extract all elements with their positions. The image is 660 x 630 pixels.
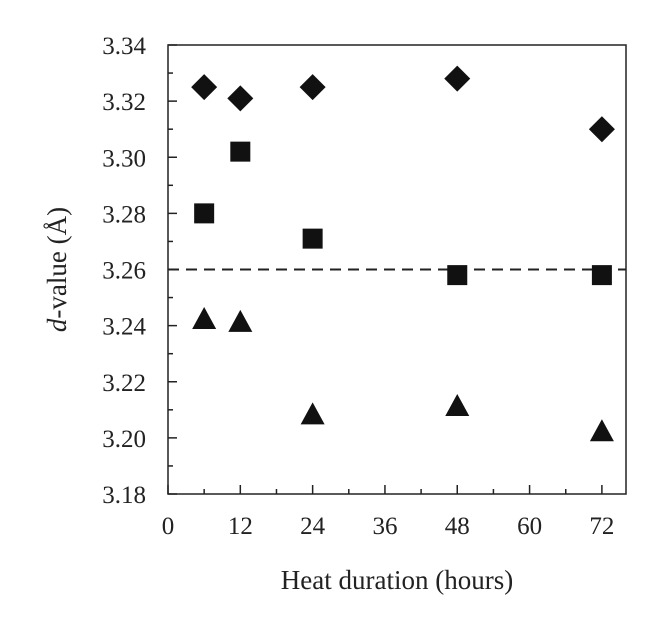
plot-frame [167,44,627,495]
triangle-point [589,419,614,442]
diamond-point [444,65,471,92]
y-axis-title-rest: -value (Å) [42,207,72,319]
triangle-point [192,307,217,330]
x-tick-label: 48 [445,513,470,540]
diamond-point [227,85,254,112]
square-point [230,141,251,162]
triangle-point [228,309,253,332]
x-tick-label: 0 [162,513,175,540]
data-marks [191,65,615,442]
y-axis-title: d-value (Å) [42,207,72,332]
triangle-point [300,402,325,425]
y-tick-label: 3.22 [102,370,146,397]
diamond-point [191,74,218,101]
square-point [302,228,323,249]
y-tick-label: 3.30 [102,145,146,172]
diamond-point [588,116,615,143]
x-tick-label: 36 [372,513,397,540]
axes [167,44,627,495]
y-axis-title-italic: d [42,318,72,332]
triangle-point [445,394,470,417]
y-tick-label: 3.24 [102,314,146,341]
square-point [591,265,612,286]
y-tick-label: 3.26 [102,258,146,285]
x-axis-title: Heat duration (hours) [281,565,513,595]
y-tick-label: 3.32 [102,89,146,116]
x-tick-label: 24 [300,513,326,540]
y-tick-label: 3.18 [102,482,146,509]
square-point [447,265,468,286]
x-tick-label: 12 [228,513,253,540]
x-tick-label: 72 [589,513,614,540]
y-tick-label: 3.34 [102,33,146,60]
ticks: 0 12 24 36 48 60 72 3.18 3.20 3.22 3.24 3.26 3.28 3.3… [102,33,614,540]
y-tick-label: 3.20 [102,426,146,453]
diamond-point [299,74,326,101]
x-tick-label: 60 [517,513,542,540]
square-point [194,203,215,224]
y-tick-label: 3.28 [102,201,146,228]
